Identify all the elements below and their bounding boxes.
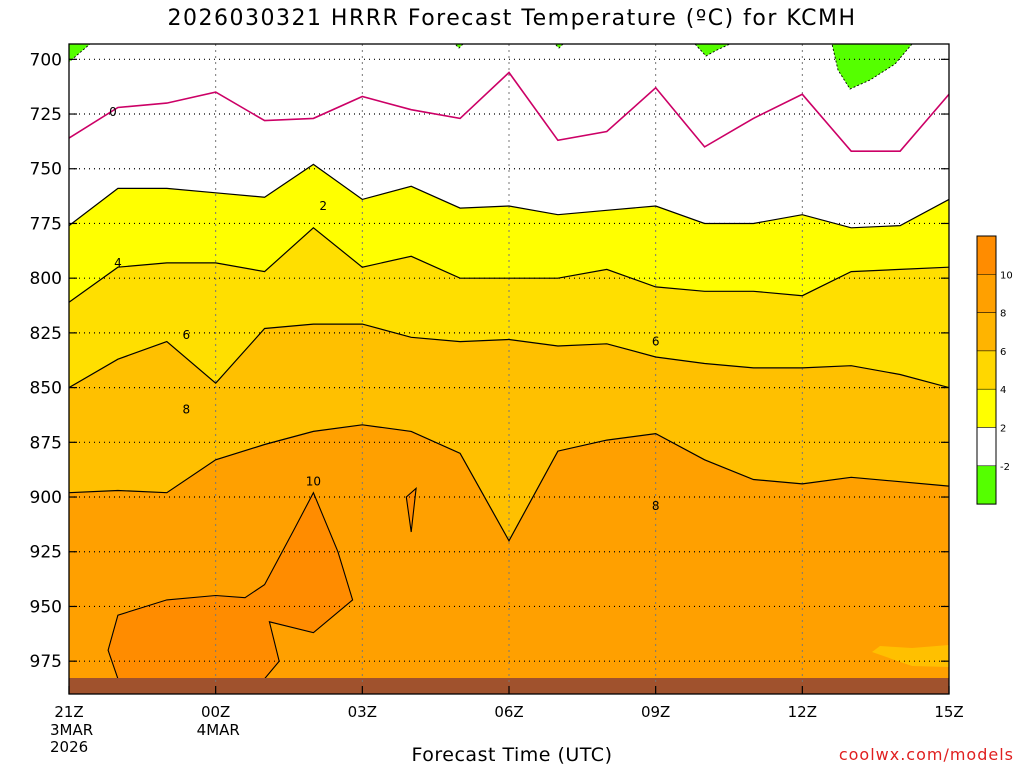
- colorbar-segment: [976, 465, 997, 505]
- contour-label-0: 0: [109, 105, 117, 119]
- x-tick-label: 12Z: [788, 703, 817, 721]
- colorbar-segment: [976, 274, 997, 313]
- colorbar-segment: [976, 235, 997, 275]
- contour-label-10: 10: [306, 475, 321, 489]
- contour-label-extra-0: 6: [652, 335, 660, 349]
- contour-label-6: 6: [183, 328, 191, 342]
- y-tick-label: 875: [30, 433, 62, 453]
- isotherm-8: [69, 424, 949, 543]
- y-tick-label: 750: [30, 160, 62, 180]
- y-tick-label: 700: [30, 50, 62, 70]
- colorbar-segment: [976, 350, 997, 390]
- x-tick-label: 15Z: [934, 703, 963, 721]
- colorbar-segment: [976, 427, 997, 467]
- y-tick-label: 725: [30, 105, 62, 125]
- colorbar-frame: [976, 235, 997, 505]
- colorbar-label: 10: [1000, 270, 1013, 281]
- y-tick-label: 775: [30, 214, 62, 234]
- above-10-area-1: [405, 486, 417, 533]
- x-tick-sublabel: 2026: [50, 738, 88, 756]
- y-tick-label: 925: [30, 543, 62, 563]
- colorbar-label: 6: [1000, 347, 1006, 358]
- contour-label-extra-1: 8: [652, 499, 660, 513]
- isotherm-2: [69, 163, 949, 229]
- colorbar-label: 4: [1000, 385, 1006, 396]
- below-minus2-patch-1: [454, 44, 464, 49]
- contour-label-8: 8: [183, 402, 191, 416]
- below-minus2-patch-0: [69, 44, 91, 63]
- x-tick-sublabel: 3MAR: [50, 721, 93, 739]
- below-minus2-patch-4: [831, 44, 913, 90]
- x-tick-label: 09Z: [641, 703, 670, 721]
- colorbar-label: 2: [1000, 424, 1006, 435]
- colorbar-label: -2: [1000, 462, 1010, 473]
- below-minus2-patch-3: [694, 44, 731, 57]
- y-tick-label: 950: [30, 597, 62, 617]
- x-axis-title: Forecast Time (UTC): [411, 744, 613, 766]
- chart-title: 2026030321 HRRR Forecast Temperature (ºC…: [167, 6, 857, 31]
- x-tick-label: 03Z: [348, 703, 377, 721]
- contour-label-2: 2: [319, 199, 327, 213]
- y-tick-label: 850: [30, 379, 62, 399]
- y-tick-label: 975: [30, 652, 62, 672]
- x-tick-label: 00Z: [201, 703, 230, 721]
- x-tick-sublabel: 4MAR: [197, 721, 240, 739]
- colorbar-segment: [976, 388, 997, 428]
- isotherm-4: [69, 227, 949, 303]
- x-tick-label: 21Z: [54, 703, 83, 721]
- y-tick-label: 800: [30, 269, 62, 289]
- above-10-area-0: [107, 491, 354, 686]
- isotherm-6: [69, 323, 949, 389]
- contour-label-4: 4: [114, 256, 122, 270]
- below-minus2-patch-2: [554, 44, 564, 49]
- colorbar-label: 8: [1000, 309, 1006, 320]
- y-tick-label: 900: [30, 488, 62, 508]
- colorbar-segment: [976, 312, 997, 352]
- x-tick-label: 06Z: [494, 703, 523, 721]
- y-tick-label: 825: [30, 324, 62, 344]
- credit-text: coolwx.com/models: [838, 745, 1014, 764]
- isotherm-0: [69, 71, 949, 152]
